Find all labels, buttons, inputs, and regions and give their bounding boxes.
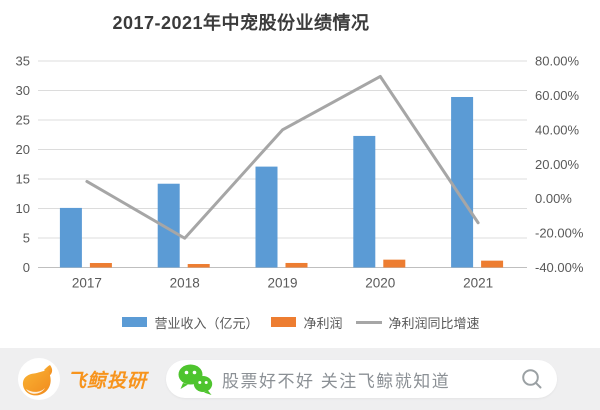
legend-item-revenue: 营业收入（亿元） — [122, 313, 258, 332]
legend-item-growth: 净利润同比增速 — [355, 313, 480, 332]
left-axis-tick: 10 — [16, 201, 30, 216]
right-axis-tick: 20.00% — [535, 157, 580, 172]
right-axis-tick: 0.00% — [535, 191, 572, 206]
right-axis-tick: -40.00% — [535, 260, 584, 275]
bar-revenue-2021 — [451, 96, 474, 268]
bar-net-profit-2018 — [187, 264, 210, 268]
bar-net-profit-2019 — [285, 262, 308, 268]
chart-title: 2017-2021年中宠股份业绩情况 — [112, 13, 370, 33]
left-axis-tick: 30 — [16, 83, 30, 98]
wechat-icon — [177, 363, 213, 396]
x-axis-label: 2019 — [267, 276, 297, 291]
legend-label-net-profit: 净利润 — [303, 315, 343, 331]
legend-label-revenue: 营业收入（亿元） — [154, 315, 259, 331]
revenue-swatch-icon — [122, 317, 148, 327]
left-axis-tick: 15 — [16, 172, 30, 187]
magnifier-icon[interactable] — [521, 368, 543, 390]
chart-legend: 营业收入（亿元） 净利润 净利润同比增速 — [0, 312, 600, 332]
growth-line — [85, 74, 480, 240]
bar-revenue-2020 — [353, 135, 376, 268]
bar-net-profit-2017 — [89, 263, 112, 268]
bar-revenue-2019 — [255, 166, 278, 268]
left-axis-tick: 25 — [16, 113, 30, 128]
left-axis-tick: 0 — [23, 260, 30, 275]
right-axis-tick: 40.00% — [535, 122, 580, 137]
x-axis-label: 2020 — [365, 276, 395, 291]
legend-label-growth: 净利润同比增速 — [388, 315, 480, 331]
legend-item-net-profit: 净利润 — [271, 313, 343, 332]
left-axis-tick: 35 — [16, 54, 30, 69]
right-axis-tick: 60.00% — [535, 88, 580, 103]
performance-chart: 0 5 10 15 20 25 30 35 80.00% 60.00% 40.00% 20.00% 0.… — [16, 54, 584, 291]
bar-net-profit-2020 — [383, 259, 406, 268]
promo-banner: 飞鲸投研 股票好不好 关注飞鲸就知道 — [0, 348, 600, 410]
x-axis-label: 2017 — [72, 276, 102, 291]
x-axis-label: 2018 — [170, 276, 200, 291]
left-axis-tick: 5 — [23, 231, 30, 246]
growth-line-swatch-icon — [355, 320, 382, 324]
bar-net-profit-2021 — [481, 260, 504, 268]
bar-revenue-2017 — [59, 207, 82, 268]
left-axis-tick: 20 — [16, 142, 30, 157]
whale-logo-icon — [17, 357, 61, 401]
x-axis-label: 2021 — [463, 276, 493, 291]
net-profit-swatch-icon — [271, 317, 297, 327]
search-pill[interactable]: 股票好不好 关注飞鲸就知道 — [166, 360, 557, 398]
right-axis-tick: 80.00% — [535, 54, 580, 69]
search-slogan: 股票好不好 关注飞鲸就知道 — [222, 371, 451, 391]
brand-name: 飞鲸投研 — [67, 371, 148, 392]
right-axis-tick: -20.00% — [535, 226, 584, 241]
bar-revenue-2018 — [157, 183, 180, 268]
